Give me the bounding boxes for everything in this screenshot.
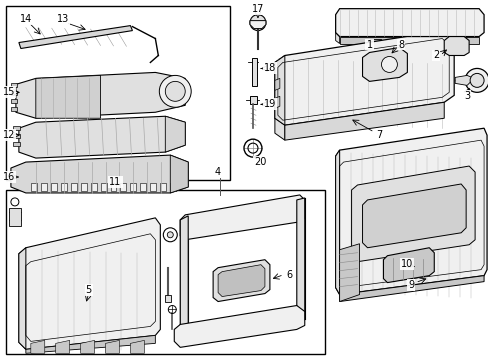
Polygon shape xyxy=(339,37,478,44)
Bar xyxy=(160,183,166,191)
Polygon shape xyxy=(170,155,188,193)
Polygon shape xyxy=(274,78,279,90)
Text: 20: 20 xyxy=(253,157,265,167)
Polygon shape xyxy=(174,306,304,347)
Polygon shape xyxy=(81,340,94,353)
Bar xyxy=(251,58,256,86)
Text: 16: 16 xyxy=(3,172,15,182)
Bar xyxy=(6,6,229,180)
Polygon shape xyxy=(362,184,465,248)
Bar xyxy=(90,183,96,191)
Bar xyxy=(81,183,86,191)
Polygon shape xyxy=(274,31,453,125)
Bar xyxy=(13,126,20,130)
Polygon shape xyxy=(26,336,155,353)
Text: 7: 7 xyxy=(376,130,382,140)
Bar xyxy=(165,294,171,302)
Circle shape xyxy=(249,15,265,31)
Polygon shape xyxy=(19,116,185,158)
Text: 9: 9 xyxy=(407,280,413,289)
Polygon shape xyxy=(180,216,188,345)
Text: 5: 5 xyxy=(85,284,92,294)
Polygon shape xyxy=(19,248,26,349)
Bar xyxy=(170,183,176,191)
Polygon shape xyxy=(335,128,486,294)
Circle shape xyxy=(165,81,185,101)
Polygon shape xyxy=(16,72,185,118)
Circle shape xyxy=(167,232,173,238)
Circle shape xyxy=(159,75,191,107)
Text: 11: 11 xyxy=(109,177,122,187)
Polygon shape xyxy=(274,118,285,140)
Polygon shape xyxy=(105,340,119,353)
Bar xyxy=(11,84,17,87)
Bar xyxy=(110,183,116,191)
Circle shape xyxy=(464,68,488,92)
Polygon shape xyxy=(274,96,279,108)
Bar xyxy=(13,134,20,138)
Circle shape xyxy=(469,73,483,87)
Polygon shape xyxy=(274,55,285,125)
Text: 3: 3 xyxy=(463,91,469,101)
Polygon shape xyxy=(36,75,101,118)
Polygon shape xyxy=(335,150,339,294)
Polygon shape xyxy=(213,260,269,302)
Text: 15: 15 xyxy=(3,87,15,97)
Bar xyxy=(249,96,256,104)
Bar xyxy=(61,183,66,191)
Polygon shape xyxy=(362,48,407,81)
Text: 19: 19 xyxy=(263,99,275,109)
Bar xyxy=(71,183,77,191)
Text: 12: 12 xyxy=(3,130,15,140)
Bar xyxy=(11,107,17,111)
Polygon shape xyxy=(165,116,185,152)
Text: 14: 14 xyxy=(20,14,32,24)
Text: 13: 13 xyxy=(57,14,69,24)
Bar xyxy=(130,183,136,191)
Text: 18: 18 xyxy=(263,63,275,73)
Polygon shape xyxy=(218,265,264,297)
Text: 2: 2 xyxy=(432,50,439,60)
Polygon shape xyxy=(11,155,188,193)
Text: 8: 8 xyxy=(398,40,404,50)
Polygon shape xyxy=(443,37,468,55)
Bar xyxy=(51,183,57,191)
Polygon shape xyxy=(339,276,483,302)
Polygon shape xyxy=(180,195,304,240)
Polygon shape xyxy=(335,32,339,44)
Polygon shape xyxy=(130,340,144,353)
Polygon shape xyxy=(351,166,474,262)
Text: 10: 10 xyxy=(401,259,413,269)
Bar xyxy=(150,183,156,191)
Bar xyxy=(120,183,126,191)
Bar xyxy=(9,208,21,226)
Bar xyxy=(31,183,37,191)
Polygon shape xyxy=(285,102,443,140)
Text: 17: 17 xyxy=(251,4,264,14)
Bar xyxy=(101,183,106,191)
Bar xyxy=(41,183,47,191)
Circle shape xyxy=(381,57,397,72)
Polygon shape xyxy=(31,340,45,353)
Polygon shape xyxy=(249,21,265,28)
Bar xyxy=(11,91,17,95)
Bar xyxy=(13,142,20,146)
Polygon shape xyxy=(296,198,304,324)
Polygon shape xyxy=(56,340,69,353)
Polygon shape xyxy=(19,26,132,49)
Polygon shape xyxy=(339,244,359,302)
Polygon shape xyxy=(454,75,473,85)
Bar xyxy=(6,190,324,354)
Polygon shape xyxy=(19,218,160,349)
Bar xyxy=(140,183,146,191)
Polygon shape xyxy=(335,9,483,37)
Text: 6: 6 xyxy=(286,270,292,280)
Bar xyxy=(11,99,17,103)
Polygon shape xyxy=(383,248,433,283)
Text: 1: 1 xyxy=(366,40,372,50)
Text: 4: 4 xyxy=(215,167,221,177)
